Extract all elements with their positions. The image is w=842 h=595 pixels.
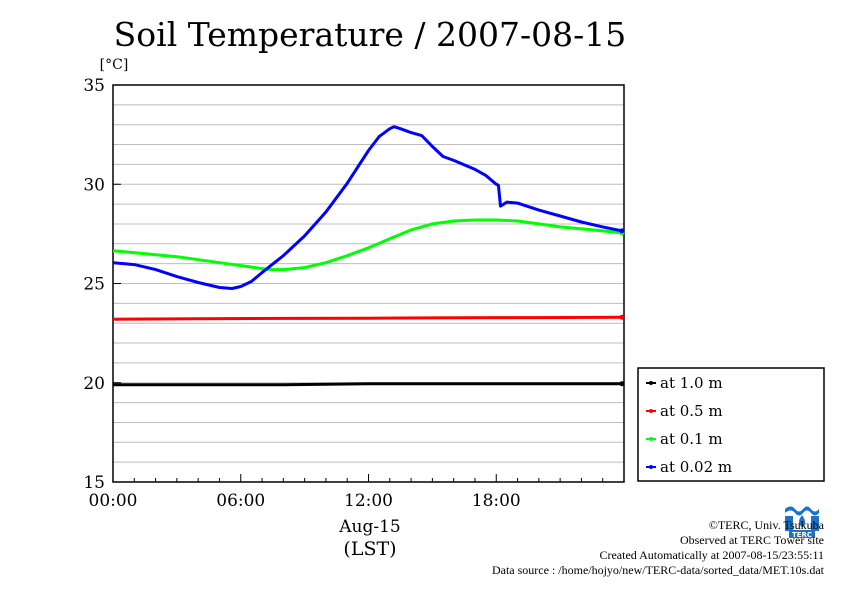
series-line: [112, 315, 622, 321]
legend-label: at 0.02 m: [660, 458, 732, 476]
x-tick-label: 00:00: [89, 491, 138, 511]
legend-swatch-dot: [649, 409, 653, 413]
series-end-marker: [619, 314, 625, 320]
y-tick-label: 25: [83, 275, 105, 295]
created-text: Created Automatically at 2007-08-15/23:5…: [599, 548, 824, 562]
y-tick-label: 30: [83, 175, 105, 195]
legend-swatch-dot: [649, 437, 653, 441]
x-tick-label: 06:00: [216, 491, 265, 511]
y-tick-label: 35: [83, 76, 105, 96]
legend-swatch-dot: [649, 465, 653, 469]
series-lines: [112, 125, 625, 387]
site-text: Observed at TERC Tower site: [679, 533, 824, 547]
y-axis-unit-label: [°C]: [100, 57, 129, 73]
legend-label: at 0.5 m: [660, 402, 723, 420]
legend-box: [637, 367, 825, 482]
legend: at 1.0 m at 0.5 m at 0.1 m at 0.02 m: [637, 367, 825, 482]
x-axis-date-label: Aug-15: [338, 517, 400, 537]
legend-label: at 0.1 m: [660, 430, 723, 448]
x-tick-label: 12:00: [344, 491, 393, 511]
data-source-text: Data source : /home/hojyo/new/TERC-data/…: [491, 563, 824, 577]
credits-block: ©TERC, Univ. Tsukuba Observed at TERC To…: [492, 518, 824, 578]
legend-label: at 1.0 m: [660, 374, 723, 392]
series-line: [113, 382, 622, 387]
logo-text: TERC: [792, 531, 812, 539]
series-end-marker: [619, 381, 625, 387]
legend-swatch-dot: [649, 381, 653, 385]
y-tick-label: 20: [83, 374, 105, 394]
series-end-marker: [619, 228, 625, 234]
y-tick-label: 15: [83, 473, 105, 493]
chart-title: Soil Temperature / 2007-08-15: [114, 15, 627, 54]
series-line: [112, 125, 623, 290]
terc-logo-icon: TERC: [785, 506, 819, 539]
copyright-text: ©TERC, Univ. Tsukuba: [708, 518, 824, 532]
axis-ticks: 00:00 06:00 12:00 18:00 15 20 25 30 35: [83, 76, 625, 511]
x-tick-label: 18:00: [472, 491, 521, 511]
series-line: [112, 218, 623, 272]
x-axis-timezone-label: (LST): [343, 538, 396, 560]
grid-lines: [113, 104, 624, 463]
